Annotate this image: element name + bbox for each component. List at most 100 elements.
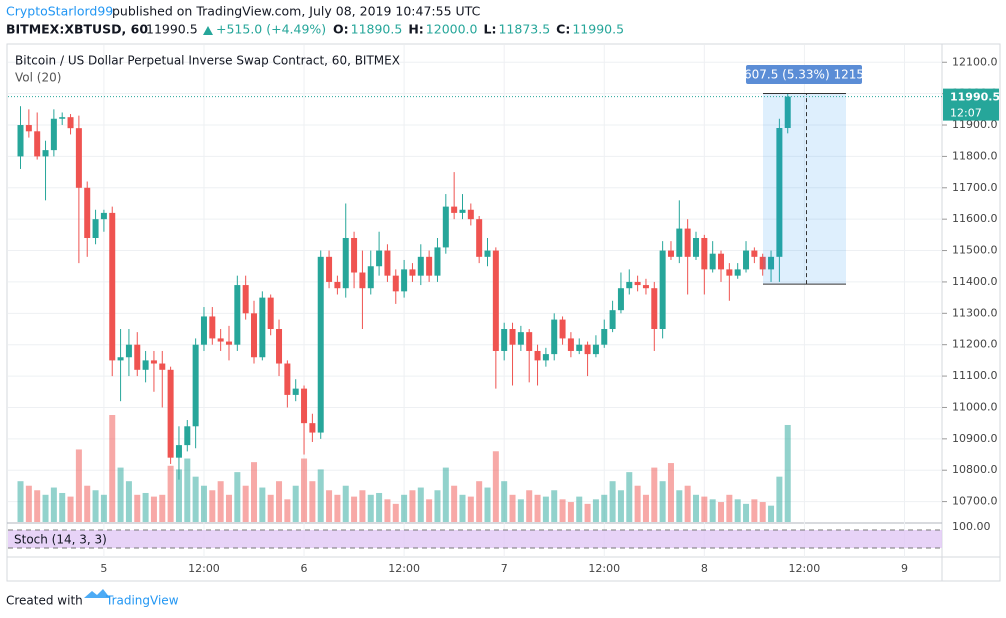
stoch-label: Stoch (14, 3, 3): [14, 533, 107, 547]
chart-title: Bitcoin / US Dollar Perpetual Inverse Sw…: [15, 54, 400, 68]
candle-body: [100, 212, 107, 220]
candle-body: [142, 360, 149, 370]
candle-body: [426, 256, 433, 276]
candle-body: [34, 131, 41, 157]
candle-body: [117, 357, 124, 361]
candle-body: [59, 117, 66, 119]
volume-bar: [142, 492, 149, 522]
candle-body: [150, 360, 157, 364]
candle-body: [109, 212, 116, 361]
volume-bar: [301, 458, 308, 522]
candle-body: [392, 275, 399, 292]
overlay: 607.5 (5.33%) 1215 11990.5 12:07: [8, 65, 1000, 285]
x-tick-label: 12:00: [789, 562, 821, 575]
candle-body: [743, 250, 750, 270]
volume: [17, 415, 791, 522]
candle-body: [476, 219, 483, 257]
volume-bar: [492, 451, 499, 522]
candle-body: [434, 247, 441, 276]
candle-body: [784, 96, 791, 129]
volume-bar: [17, 481, 24, 522]
volume-bar: [584, 503, 591, 522]
candle-body: [159, 363, 166, 370]
volume-bar: [567, 502, 574, 522]
volume-bar: [359, 490, 366, 522]
author[interactable]: CryptoStarlord99: [6, 4, 113, 19]
y-tick-label: 11600.0: [952, 212, 998, 225]
candle-body: [276, 329, 283, 364]
volume-bar: [225, 494, 232, 522]
candle-body: [417, 256, 424, 276]
candle-body: [684, 228, 691, 257]
volume-bar: [50, 487, 57, 522]
volume-bar: [150, 496, 157, 522]
candle-body: [467, 209, 474, 220]
volume-bar: [159, 494, 166, 522]
candle-body: [642, 285, 649, 289]
candle-body: [601, 329, 608, 345]
volume-bar: [217, 481, 224, 522]
logo: [84, 589, 110, 598]
footer-brand[interactable]: TradingView: [105, 594, 179, 608]
candle-body: [768, 256, 775, 270]
y-tick-label: 11500.0: [952, 244, 998, 257]
candle-body: [317, 256, 324, 433]
volume-bar: [592, 499, 599, 522]
volume-bar: [642, 494, 649, 522]
volume-bar: [92, 490, 99, 522]
ohlc-label: H:: [408, 22, 423, 37]
candle-body: [492, 250, 499, 351]
change: +515.0 (+4.49%): [216, 22, 326, 37]
volume-bar: [367, 494, 374, 522]
volume-bar: [701, 496, 708, 522]
volume-bar: [42, 494, 49, 522]
candle-body: [651, 288, 658, 330]
candle-body: [692, 237, 699, 257]
y-tick-label: 12100.0: [952, 55, 998, 68]
volume-bar: [684, 485, 691, 522]
volume-bar: [251, 462, 258, 522]
candle-body: [376, 250, 383, 267]
y-tick-label: 11800.0: [952, 149, 998, 162]
candle-body: [451, 206, 458, 213]
candle-body: [242, 285, 249, 314]
volume-bar: [242, 485, 249, 522]
volume-bar: [734, 499, 741, 522]
candle-body: [251, 313, 258, 358]
volume-bar: [109, 415, 116, 522]
last-price-tag: [943, 88, 999, 121]
volume-bar: [743, 503, 750, 522]
y-tick-label: 10700.0: [952, 495, 998, 508]
candle-body: [676, 228, 683, 257]
volume-bar: [559, 499, 566, 522]
volume-bar: [501, 481, 508, 522]
volume-bar: [259, 487, 266, 522]
y-tick-label: 11200.0: [952, 338, 998, 351]
ohlc-value: 11873.5: [498, 22, 550, 37]
last-price-label: 11990.5: [950, 91, 1000, 104]
volume-bar: [317, 469, 324, 522]
volume-bar: [667, 463, 674, 522]
volume-bar: [617, 490, 624, 522]
volume-bar: [609, 481, 616, 522]
y-tick-label: 11700.0: [952, 181, 998, 194]
volume-bar: [401, 494, 408, 522]
volume-bar: [776, 476, 783, 522]
volume-bar: [67, 496, 74, 522]
volume-bar: [200, 485, 207, 522]
candle-body: [401, 269, 408, 292]
volume-bar: [784, 424, 791, 522]
candle-body: [125, 344, 132, 358]
candle-body: [134, 344, 141, 370]
volume-bar: [676, 490, 683, 522]
volume-bar: [34, 490, 41, 522]
countdown: 12:07: [950, 107, 982, 120]
volume-bar: [167, 465, 174, 522]
volume-bar: [267, 494, 274, 522]
candle-body: [284, 363, 291, 395]
volume-bar: [726, 494, 733, 522]
candle-body: [326, 256, 333, 282]
candle-body: [759, 256, 766, 270]
candle-body: [259, 297, 266, 358]
candle-body: [67, 117, 74, 129]
